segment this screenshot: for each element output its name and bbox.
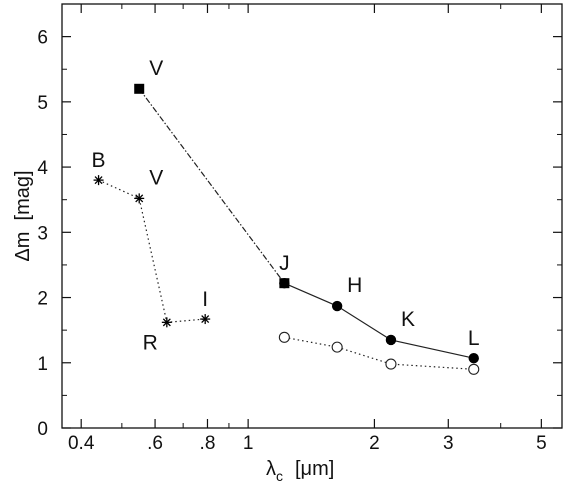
data-point — [331, 341, 343, 353]
series-line-1 — [138, 88, 285, 284]
x-axis-subscript: c — [276, 468, 283, 484]
x-axis-symbol: λ — [266, 458, 276, 480]
x-tick-label: .8 — [200, 433, 216, 454]
series-line-3 — [284, 336, 474, 370]
data-point — [279, 277, 290, 289]
point-label: J — [279, 252, 290, 275]
data-point — [331, 300, 343, 312]
data-point — [278, 331, 290, 343]
x-tick-label: 0.4 — [68, 433, 95, 454]
x-tick-label: 1 — [243, 433, 254, 454]
y-tick-label: 0 — [37, 419, 48, 440]
series-line-2 — [284, 282, 474, 359]
data-point — [468, 363, 480, 375]
point-label: R — [143, 331, 158, 354]
point-label: K — [401, 308, 415, 331]
series-markers — [93, 83, 480, 375]
data-point — [385, 358, 397, 370]
axis-ticks: 0.4 .6 .8 1 2 3 5 0 1 2 3 4 5 6 — [37, 4, 562, 454]
x-axis-unit: [μm] — [295, 458, 334, 480]
point-label: L — [468, 327, 480, 350]
data-point — [134, 83, 145, 94]
point-label: H — [347, 274, 362, 297]
asterisk-stroke — [201, 315, 210, 324]
data-point — [200, 314, 211, 325]
data-point — [93, 175, 104, 186]
y-axis-title: Δm [mag] — [12, 170, 34, 261]
asterisk-stroke — [94, 176, 103, 185]
data-point — [468, 353, 479, 364]
point-label: V — [149, 57, 163, 80]
series-line-0 — [98, 179, 206, 323]
point-labels: B V R I V J H K L — [92, 57, 480, 355]
plot-frame — [61, 3, 563, 429]
y-tick-label: 6 — [37, 28, 48, 49]
y-tick-label: 5 — [37, 93, 48, 114]
y-tick-label: 4 — [37, 158, 48, 179]
x-tick-label: 3 — [443, 433, 454, 454]
y-tick-label: 2 — [37, 289, 48, 310]
point-label: I — [202, 288, 208, 311]
data-point — [161, 317, 172, 328]
x-tick-label: 5 — [536, 433, 547, 454]
asterisk-stroke — [162, 318, 171, 327]
data-point — [134, 193, 145, 204]
x-tick-label: .6 — [147, 433, 163, 454]
series-lines — [98, 88, 474, 370]
data-point — [385, 334, 397, 346]
x-tick-label: 2 — [369, 433, 380, 454]
point-label: V — [149, 166, 163, 189]
y-tick-label: 3 — [37, 223, 48, 244]
point-label: B — [92, 149, 106, 172]
asterisk-stroke — [135, 194, 144, 203]
x-axis-title: λc [μm] — [266, 458, 334, 484]
y-tick-label: 1 — [37, 354, 48, 375]
